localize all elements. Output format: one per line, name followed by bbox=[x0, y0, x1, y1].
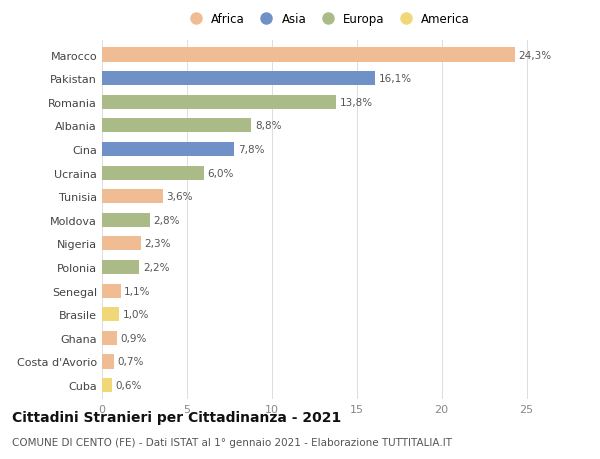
Bar bbox=[102, 119, 251, 133]
Bar bbox=[102, 143, 235, 157]
Text: 2,3%: 2,3% bbox=[145, 239, 171, 249]
Text: 1,0%: 1,0% bbox=[122, 309, 149, 319]
Bar bbox=[102, 331, 117, 345]
Text: 16,1%: 16,1% bbox=[379, 74, 412, 84]
Bar bbox=[102, 354, 114, 369]
Text: 7,8%: 7,8% bbox=[238, 145, 265, 155]
Bar bbox=[102, 308, 119, 322]
Text: 0,6%: 0,6% bbox=[116, 380, 142, 390]
Text: 2,8%: 2,8% bbox=[153, 215, 179, 225]
Legend: Africa, Asia, Europa, America: Africa, Asia, Europa, America bbox=[182, 11, 472, 28]
Bar bbox=[102, 95, 337, 110]
Text: 1,1%: 1,1% bbox=[124, 286, 151, 296]
Bar bbox=[102, 190, 163, 204]
Text: 8,8%: 8,8% bbox=[255, 121, 281, 131]
Bar bbox=[102, 378, 112, 392]
Text: Cittadini Stranieri per Cittadinanza - 2021: Cittadini Stranieri per Cittadinanza - 2… bbox=[12, 411, 341, 425]
Bar bbox=[102, 213, 149, 227]
Text: 0,7%: 0,7% bbox=[117, 357, 143, 367]
Text: 6,0%: 6,0% bbox=[207, 168, 233, 178]
Text: 24,3%: 24,3% bbox=[518, 50, 551, 61]
Bar bbox=[102, 166, 204, 180]
Text: 0,9%: 0,9% bbox=[121, 333, 147, 343]
Text: 3,6%: 3,6% bbox=[167, 192, 193, 202]
Bar bbox=[102, 72, 376, 86]
Bar bbox=[102, 237, 141, 251]
Bar bbox=[102, 48, 515, 62]
Bar bbox=[102, 284, 121, 298]
Text: COMUNE DI CENTO (FE) - Dati ISTAT al 1° gennaio 2021 - Elaborazione TUTTITALIA.I: COMUNE DI CENTO (FE) - Dati ISTAT al 1° … bbox=[12, 437, 452, 448]
Text: 13,8%: 13,8% bbox=[340, 98, 373, 107]
Text: 2,2%: 2,2% bbox=[143, 263, 169, 273]
Bar bbox=[102, 260, 139, 274]
